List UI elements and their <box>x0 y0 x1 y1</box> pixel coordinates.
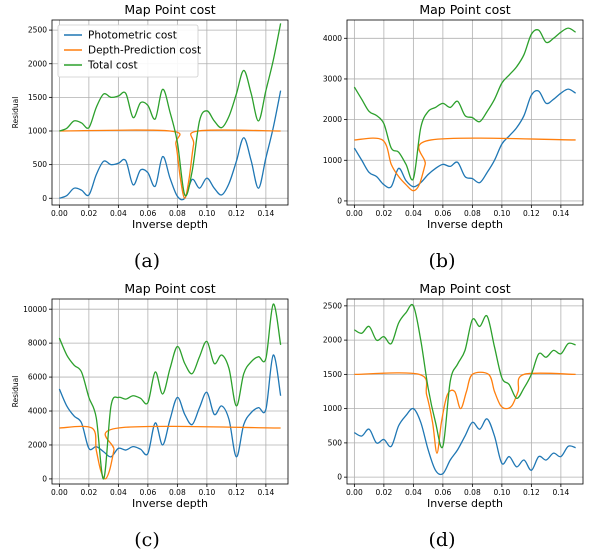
series-line-total-cost <box>354 303 576 449</box>
y-tick-label: 2500 <box>28 26 47 35</box>
y-tick-label: 2000 <box>28 59 47 68</box>
legend-entry: Photometric cost <box>88 30 177 42</box>
x-tick-label: 0.12 <box>523 209 540 218</box>
x-tick-label: 0.02 <box>81 209 98 218</box>
y-tick-label: 2000 <box>323 115 342 124</box>
x-tick-label: 0.12 <box>228 209 245 218</box>
caption-a: (a) <box>133 250 161 272</box>
x-tick-label: 0.04 <box>110 488 127 497</box>
y-tick-label: 1000 <box>28 127 47 136</box>
x-axis-label: Inverse depth <box>427 218 503 231</box>
chart-a: Map Point cost 0.00 0.02 0.04 0.06 0.08 0.10 0.… <box>11 2 289 231</box>
y-tick-label: 2000 <box>28 441 47 450</box>
x-tick-label: 0.00 <box>51 209 68 218</box>
y-tick-label: 0 <box>337 473 342 482</box>
x-axis-label: Inverse depth <box>427 497 503 510</box>
y-tick-label: 6000 <box>28 373 47 382</box>
chart-b: Map Point cost 0.00 0.02 0.04 0.06 0.08 0.10 0.… <box>323 2 584 231</box>
caption-d: (d) <box>428 529 456 551</box>
axes-frame <box>51 298 289 485</box>
y-tick-label: 3000 <box>323 75 342 84</box>
series-line-total-cost <box>58 303 282 480</box>
x-axis-label: Inverse depth <box>132 218 208 231</box>
x-tick-label: 0.08 <box>169 488 186 497</box>
y-tick-label: 2500 <box>323 301 342 310</box>
chart-title: Map Point cost <box>419 281 510 296</box>
x-tick-label: 0.06 <box>140 488 157 497</box>
legend-box <box>57 24 199 78</box>
chart-panel-b: Map Point cost 0.00 0.02 0.04 0.06 0.08 0.10 0.… <box>295 0 589 279</box>
x-tick-label: 0.10 <box>199 488 216 497</box>
y-tick-label: 1000 <box>323 404 342 413</box>
y-tick-label: 500 <box>328 438 343 447</box>
x-tick-label: 0.08 <box>464 488 481 497</box>
x-tick-label: 0.08 <box>169 209 186 218</box>
legend-entry: Depth-Prediction cost <box>88 45 201 57</box>
x-tick-label: 0.14 <box>553 209 570 218</box>
chart-title: Map Point cost <box>419 2 510 17</box>
series-line-depth-prediction-cost <box>354 137 576 192</box>
x-tick-label: 0.04 <box>405 488 422 497</box>
axes-frame <box>346 19 584 206</box>
chart-title: Map Point cost <box>124 281 215 296</box>
chart-panel-d: Map Point cost 0.00 0.02 0.04 0.06 0.08 0.10 0.… <box>295 279 589 558</box>
series-line-depth-prediction-cost <box>59 129 281 199</box>
x-tick-label: 0.00 <box>346 488 363 497</box>
y-tick-label: 0 <box>42 475 47 484</box>
x-tick-label: 0.12 <box>523 488 540 497</box>
series-line-photometric-cost <box>353 88 576 189</box>
x-tick-label: 0.02 <box>81 488 98 497</box>
x-tick-label: 0.02 <box>376 209 393 218</box>
series-line-depth-prediction-cost <box>59 425 281 480</box>
x-tick-label: 0.12 <box>228 488 245 497</box>
chart-d: Map Point cost 0.00 0.02 0.04 0.06 0.08 0.10 0.… <box>323 281 584 510</box>
y-tick-label: 1500 <box>323 370 342 379</box>
legend: Photometric cost Depth-Prediction cost Tot… <box>57 24 201 78</box>
caption-c: (c) <box>134 529 160 551</box>
y-tick-label: 0 <box>337 197 342 206</box>
x-tick-label: 0.10 <box>494 209 511 218</box>
x-tick-label: 0.04 <box>405 209 422 218</box>
y-tick-label: 500 <box>33 160 48 169</box>
y-tick-label: 1000 <box>323 156 342 165</box>
x-tick-label: 0.08 <box>464 209 481 218</box>
x-tick-label: 0.00 <box>51 488 68 497</box>
x-tick-label: 0.14 <box>553 488 570 497</box>
x-tick-label: 0.10 <box>199 209 216 218</box>
y-tick-label: 10000 <box>23 305 47 314</box>
series-line-total-cost <box>353 27 576 181</box>
chart-title: Map Point cost <box>124 2 215 17</box>
chart-c: Map Point cost 0.00 0.02 0.04 0.06 0.08 0.10 0.… <box>11 281 289 510</box>
x-tick-label: 0.02 <box>376 488 393 497</box>
x-tick-label: 0.06 <box>435 488 452 497</box>
y-tick-label: 2000 <box>323 336 342 345</box>
series-line-depth-prediction-cost <box>354 371 576 454</box>
y-tick-label: 0 <box>42 194 47 203</box>
y-tick-label: 8000 <box>28 339 47 348</box>
axes-frame <box>346 298 584 485</box>
x-tick-label: 0.06 <box>140 209 157 218</box>
y-tick-label: 4000 <box>28 407 47 416</box>
legend-entry: Total cost <box>87 60 138 72</box>
x-tick-label: 0.10 <box>494 488 511 497</box>
series-line-total-cost <box>59 23 282 197</box>
chart-panel-a: Map Point cost 0.00 0.02 0.04 0.06 0.08 0.10 0.… <box>0 0 294 279</box>
series-line-photometric-cost <box>59 90 282 201</box>
x-tick-label: 0.14 <box>258 209 275 218</box>
y-tick-label: 1500 <box>28 93 47 102</box>
axes-frame <box>51 19 289 206</box>
y-axis-label: Residual <box>11 376 20 408</box>
x-tick-label: 0.06 <box>435 209 452 218</box>
x-tick-label: 0.04 <box>110 209 127 218</box>
x-tick-label: 0.00 <box>346 209 363 218</box>
chart-panel-c: Map Point cost 0.00 0.02 0.04 0.06 0.08 0.10 0.… <box>0 279 294 558</box>
series-line-photometric-cost <box>354 407 576 476</box>
y-axis-label: Residual <box>11 97 20 129</box>
x-axis-label: Inverse depth <box>132 497 208 510</box>
caption-b: (b) <box>428 250 456 272</box>
x-tick-label: 0.14 <box>258 488 275 497</box>
y-tick-label: 4000 <box>323 34 342 43</box>
